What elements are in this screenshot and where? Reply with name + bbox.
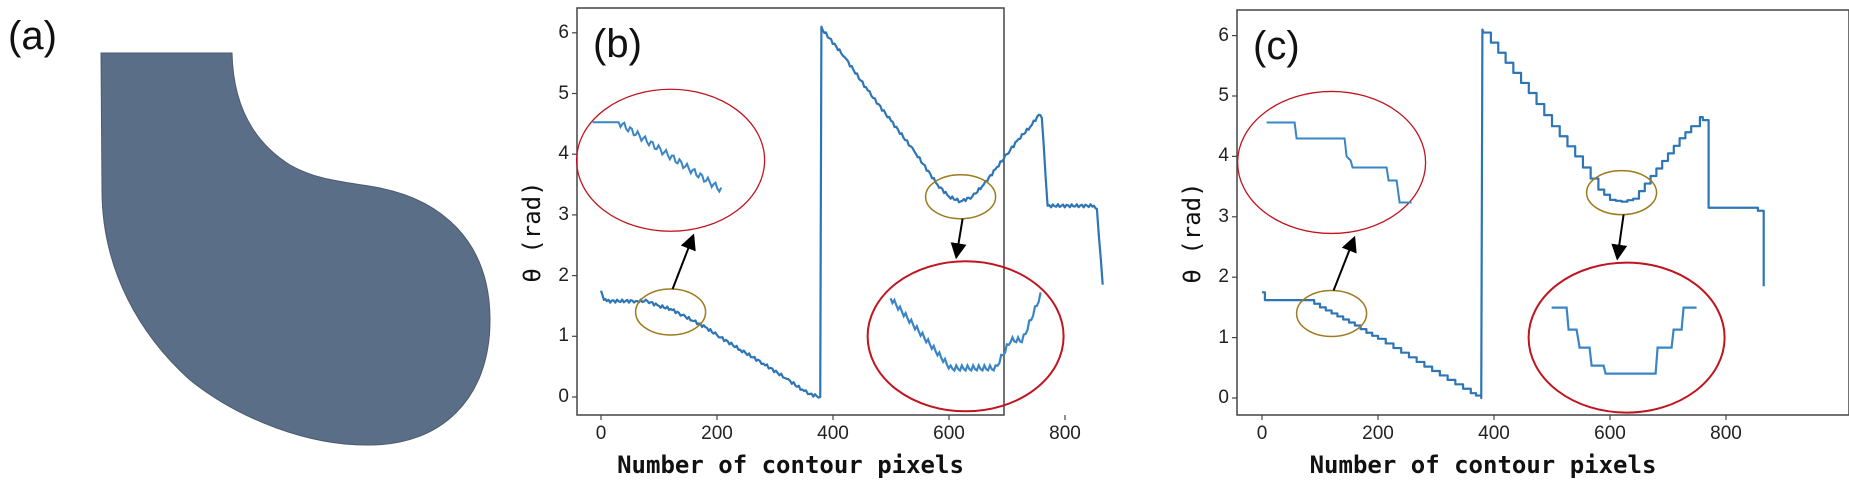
y-tick-label: 3 [558, 203, 569, 225]
y-tick-label: 2 [558, 264, 569, 286]
x-tick-label: 800 [1710, 423, 1742, 444]
inset-curve [889, 292, 1042, 373]
y-tick-label: 0 [558, 386, 569, 407]
x-tick-label: 400 [817, 423, 849, 444]
x-tick-label: 400 [1478, 423, 1510, 444]
axes-frame [576, 7, 1005, 416]
zoom-inset-ellipse [1236, 90, 1427, 235]
y-tick-label: 0 [1218, 387, 1229, 408]
y-tick-label: 6 [558, 21, 569, 43]
zoom-inset-ellipse [575, 88, 766, 232]
x-tick-label: 0 [1256, 423, 1268, 444]
panel-a-label: (a) [8, 14, 57, 58]
x-tick-label: 600 [933, 423, 965, 444]
y-tick-label: 4 [1218, 145, 1229, 167]
panel-b-label: (b) [593, 22, 642, 66]
y-tick-label: 3 [1218, 205, 1229, 227]
inset-curve [1551, 306, 1697, 375]
zoom-arrow [1611, 214, 1628, 261]
inset-curve [592, 121, 723, 194]
panel-c-label: (c) [1253, 24, 1300, 68]
y-tick-label: 6 [1218, 24, 1229, 46]
x-axis-label: Number of contour pixels [1309, 451, 1657, 479]
zoom-source-ellipse [634, 288, 707, 336]
zoom-source-ellipse [1585, 169, 1658, 216]
y-tick-label: 5 [558, 82, 569, 104]
x-tick-label: 200 [701, 423, 733, 444]
zoom-arrow [1332, 235, 1357, 291]
x-tick-label: 200 [1362, 423, 1394, 444]
inset-curve [1266, 121, 1412, 204]
contour-shape [100, 52, 491, 446]
zoom-arrow [671, 233, 696, 290]
theta-line [1262, 28, 1765, 400]
y-tick-label: 4 [558, 143, 569, 165]
y-tick-label: 2 [1218, 266, 1229, 288]
y-tick-label: 1 [1218, 326, 1229, 348]
theta-line [599, 25, 1104, 399]
x-tick-label: 600 [1594, 423, 1626, 444]
y-tick-label: 1 [558, 325, 569, 347]
zoom-inset-ellipse [1527, 261, 1726, 414]
x-axis-label: Number of contour pixels [617, 451, 964, 479]
zoom-source-ellipse [1295, 289, 1368, 338]
zoom-inset-ellipse [866, 260, 1065, 413]
zoom-source-ellipse [924, 173, 997, 220]
zoom-arrow [950, 218, 967, 260]
x-tick-label: 0 [595, 423, 607, 444]
y-tick-label: 5 [1218, 85, 1229, 106]
y-axis-label: θ (rad) [518, 180, 546, 283]
y-axis-label: θ (rad) [1178, 181, 1206, 284]
axes-frame [1236, 9, 1849, 416]
x-tick-label: 800 [1049, 423, 1081, 444]
